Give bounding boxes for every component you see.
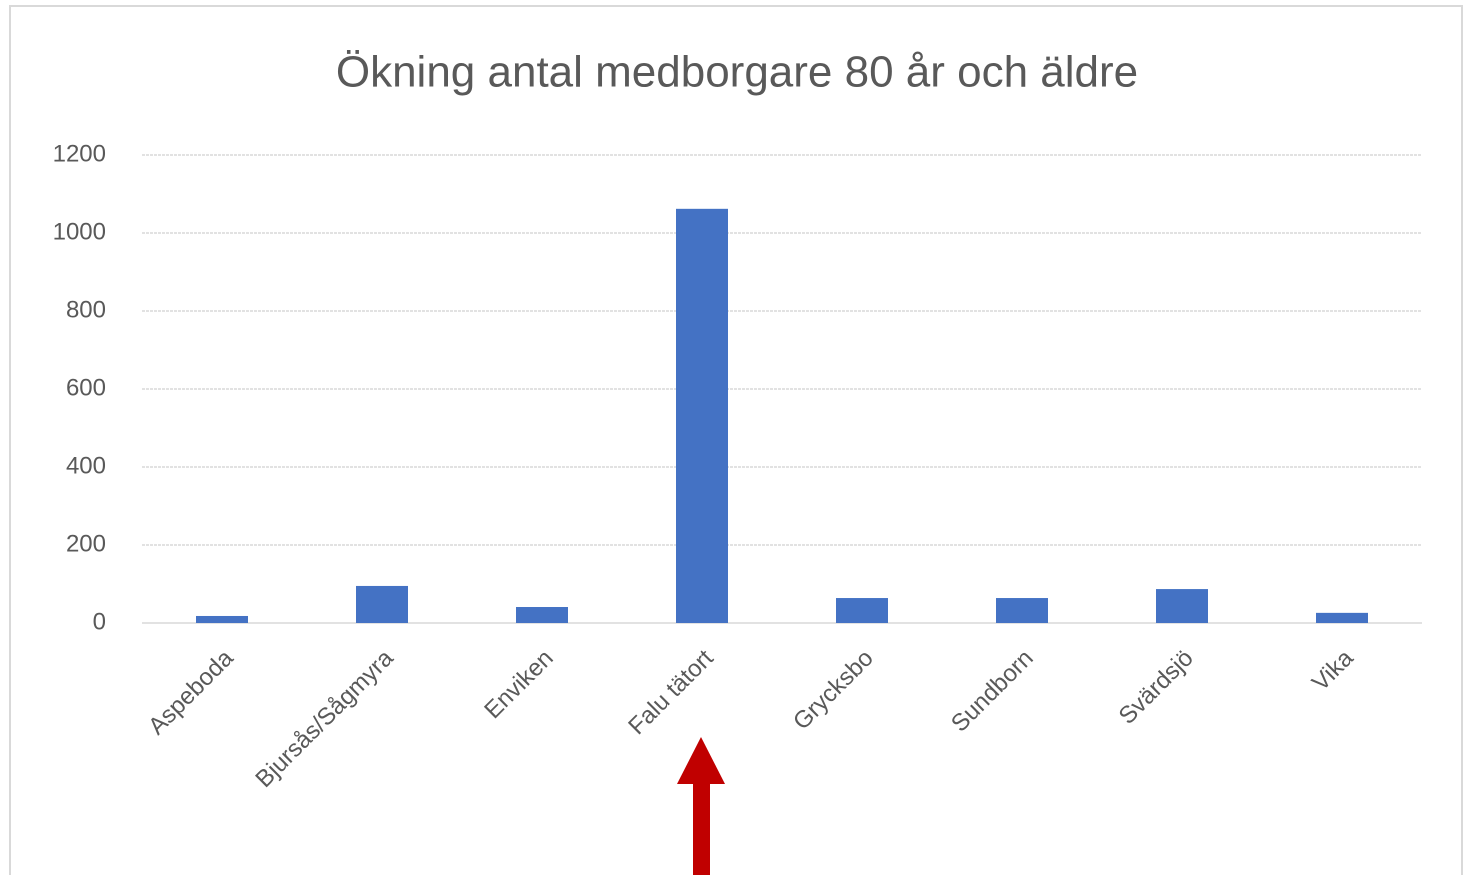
chart-title: Ökning antal medborgare 80 år och äldre	[336, 48, 1138, 97]
y-tick-label: 600	[66, 374, 106, 401]
y-tick-label: 1200	[53, 140, 106, 167]
chart-border	[9, 5, 1463, 875]
y-tick-label: 1000	[53, 218, 106, 245]
bar	[1156, 589, 1208, 623]
bar	[1316, 612, 1368, 623]
bar	[676, 208, 728, 623]
bar	[836, 598, 888, 623]
annotation-arrow	[677, 737, 725, 875]
y-tick-label: 800	[66, 296, 106, 323]
bar	[356, 585, 408, 623]
bar	[516, 607, 568, 623]
y-tick-label: 400	[66, 452, 106, 479]
bar	[996, 598, 1048, 623]
y-tick-label: 200	[66, 530, 106, 557]
bar	[196, 615, 248, 623]
y-tick-label: 0	[93, 608, 106, 635]
